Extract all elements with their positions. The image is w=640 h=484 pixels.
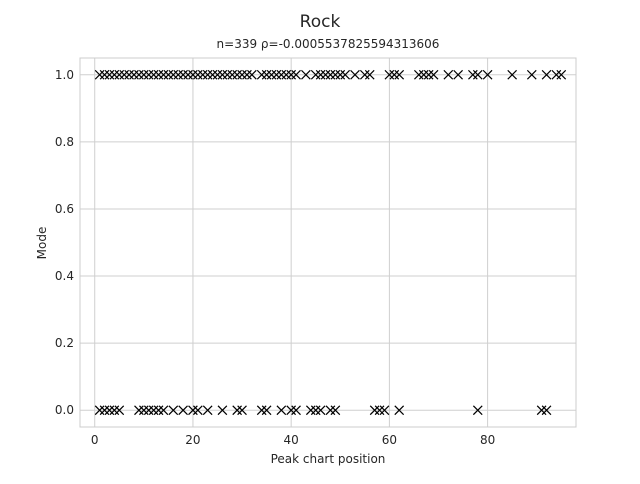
x-tick-label: 60 [382,433,397,447]
y-tick-label: 0.0 [55,403,74,417]
y-tick-label: 0.6 [55,202,74,216]
data-point [394,69,405,80]
tick-layer: 0 20 40 60 80 0.0 0.2 0.4 0.6 0.8 1.0 [55,68,495,447]
x-tick-label: 80 [480,433,495,447]
data-point [350,69,360,80]
data-point [276,405,287,416]
data-point [526,69,537,80]
y-axis-label: Mode [35,227,49,260]
x-tick-label: 20 [185,433,200,447]
data-point [247,69,257,80]
chart-subtitle: n=339 ρ=-0.0005537825594313606 [217,37,440,51]
data-point [291,69,301,80]
data-point [507,69,518,80]
x-axis-label: Peak chart position [271,452,386,466]
data-point [394,405,405,416]
data-point [379,405,390,416]
data-point [193,405,203,416]
y-tick-label: 0.2 [55,336,74,350]
data-point [443,69,454,80]
data-point [168,405,179,416]
data-point [291,405,301,416]
data-point [237,405,247,416]
data-point [315,405,326,416]
data-point [178,405,188,416]
data-point [556,69,567,80]
y-tick-label: 1.0 [55,68,74,82]
data-point [482,69,493,80]
data-point [217,405,228,416]
data-point [472,69,483,80]
plot-frame [79,57,577,428]
data-point [541,405,552,416]
data-point [330,405,341,416]
x-tick-label: 0 [91,433,99,447]
y-tick-label: 0.8 [55,135,74,149]
data-point [340,69,351,80]
data-point [261,405,272,416]
chart-title: Rock [300,12,341,32]
x-tick-label: 40 [284,433,299,447]
data-point [364,69,375,80]
marker-layer [94,69,567,416]
data-point [158,405,169,416]
grid-layer [80,58,576,427]
data-point [541,69,552,80]
data-point [301,69,311,80]
data-point [114,405,125,416]
y-tick-label: 0.4 [55,269,74,283]
data-point [202,405,213,416]
data-point [453,69,463,80]
data-point [472,405,483,416]
data-point [428,69,439,80]
